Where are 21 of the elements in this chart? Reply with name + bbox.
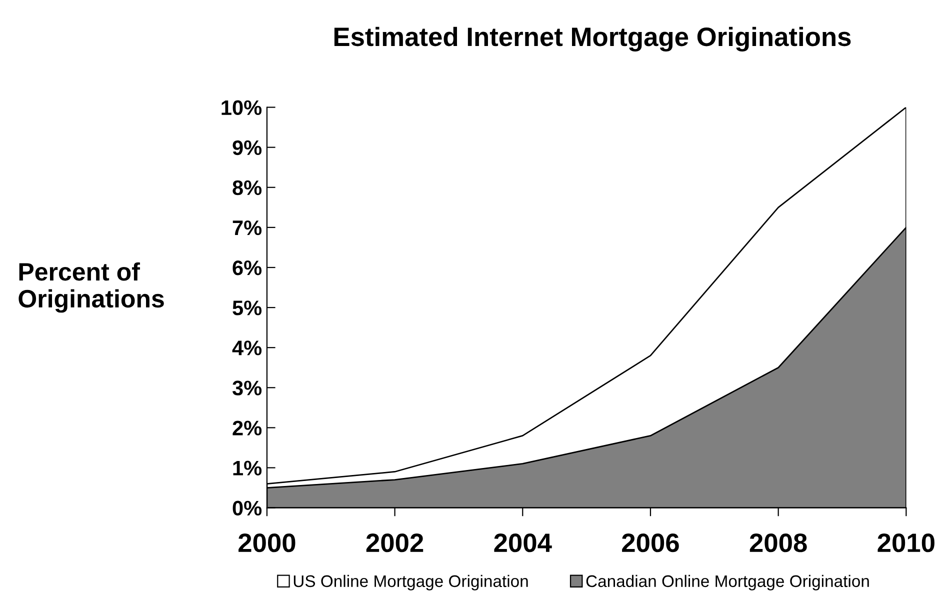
legend-label: US Online Mortgage Origination (294, 574, 528, 590)
x-tick-label: 2008 (750, 533, 807, 552)
x-tick-label: 2002 (366, 533, 424, 552)
y-tick-label: 0% (232, 500, 262, 516)
x-tick-label: 2006 (622, 533, 679, 552)
y-tick-label: 3% (232, 380, 262, 396)
x-tick-label: 2000 (238, 533, 296, 552)
y-tick-label: 10% (222, 100, 262, 116)
y-tick-label: 6% (232, 260, 262, 276)
y-tick-label: 5% (232, 300, 262, 316)
y-tick-label: 1% (233, 460, 262, 476)
y-tick-label: 2% (232, 420, 262, 436)
x-tick-label: 2010 (878, 533, 934, 552)
x-tick-label: 2004 (494, 533, 552, 552)
y-tick-label: 7% (232, 220, 262, 236)
legend-label: Canadian Online Mortgage Origination (586, 574, 869, 590)
y-axis-title: Percent of Originations (18, 262, 164, 313)
y-tick-label: 4% (232, 340, 262, 356)
y-tick-label: 9% (232, 140, 262, 156)
chart-title: Estimated Internet Mortgage Originations (334, 26, 851, 52)
y-tick-label: 8% (232, 180, 262, 196)
